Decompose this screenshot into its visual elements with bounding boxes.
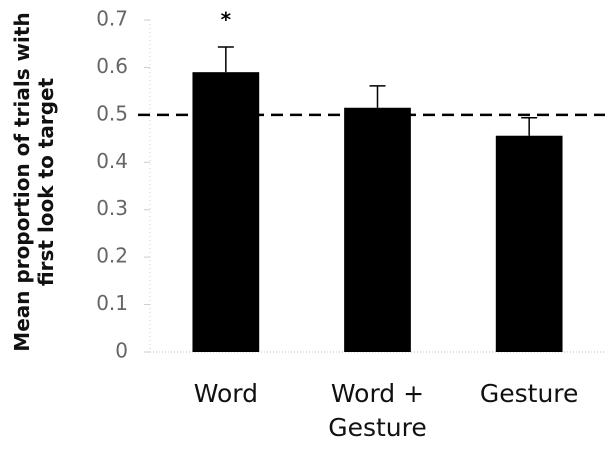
y-axis-label: Mean proportion of trials with first loo… xyxy=(10,2,58,362)
error-bar xyxy=(217,46,234,73)
y-tick-label: 0.3 xyxy=(96,196,128,220)
y-tick-label: 0 xyxy=(115,339,128,363)
y-tick-label: 0.7 xyxy=(96,7,128,31)
error-bar xyxy=(521,116,538,136)
y-tick-label: 0.1 xyxy=(96,291,128,315)
x-tick-label: Word xyxy=(193,379,258,408)
x-tick-label: Gesture xyxy=(479,379,579,408)
y-tick-label: 0.4 xyxy=(96,149,128,173)
y-tick-label: 0.6 xyxy=(96,54,128,78)
bar xyxy=(344,107,411,352)
y-axis-label-line: first look to target xyxy=(34,77,58,287)
bar xyxy=(495,135,563,352)
x-tick-label: Word + Gesture xyxy=(328,379,427,442)
annotation: * xyxy=(221,8,232,32)
error-bar xyxy=(369,85,386,108)
bar xyxy=(192,72,260,353)
y-tick-label: 0.5 xyxy=(96,101,128,125)
y-axis-label-line: Mean proportion of trials with xyxy=(10,12,34,352)
y-tick-label: 0.2 xyxy=(96,244,128,268)
